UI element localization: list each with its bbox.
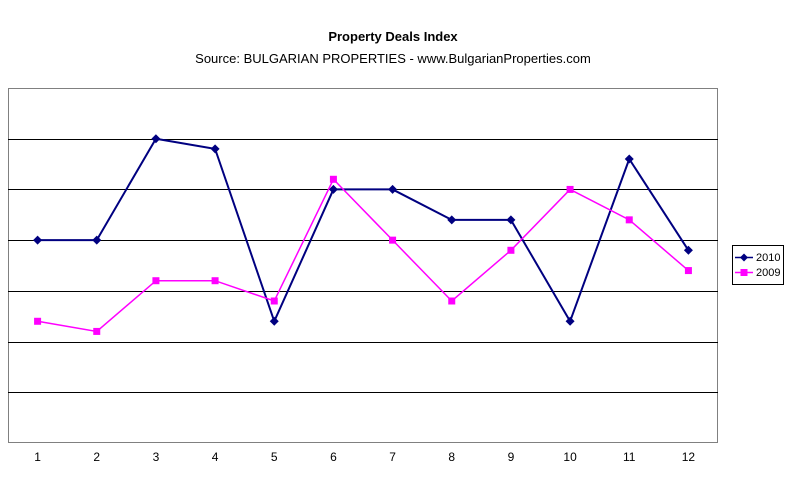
marker-square <box>625 216 633 224</box>
chart-title: Property Deals Index <box>328 29 458 44</box>
marker-diamond <box>447 215 457 225</box>
marker-diamond <box>683 245 693 255</box>
x-tick-label: 2 <box>93 450 100 464</box>
legend-label-2009: 2009 <box>756 266 781 279</box>
marker-square <box>389 236 397 244</box>
marker-square <box>684 267 692 275</box>
legend: 2010 2009 <box>732 245 784 285</box>
x-tick-label: 10 <box>563 450 577 464</box>
marker-diamond <box>388 184 398 194</box>
series-line-2009 <box>37 177 689 333</box>
marker-diamond <box>269 316 279 326</box>
marker-square <box>270 297 278 305</box>
marker-square <box>93 327 101 335</box>
marker-square <box>152 277 160 285</box>
marker-square <box>566 185 574 193</box>
legend-item-2009: 2009 <box>735 265 781 280</box>
marker-diamond <box>92 235 102 245</box>
marker-diamond <box>506 215 516 225</box>
x-tick-label: 5 <box>271 450 278 464</box>
x-tick-label: 12 <box>682 450 696 464</box>
x-tick-label: 7 <box>389 450 396 464</box>
marker-diamond <box>33 235 43 245</box>
x-tick-label: 3 <box>153 450 160 464</box>
x-tick-label: 6 <box>330 450 337 464</box>
marker-square <box>34 317 42 325</box>
x-tick-label: 1 <box>34 450 41 464</box>
legend-swatch-diamond-icon <box>735 253 753 262</box>
plot-area <box>8 88 718 443</box>
marker-diamond <box>328 184 338 194</box>
x-tick-label: 4 <box>212 450 219 464</box>
marker-diamond <box>565 316 575 326</box>
marker-diamond <box>210 144 220 154</box>
series-line-2010 <box>37 137 690 325</box>
marker-diamond <box>624 154 634 164</box>
x-tick-label: 11 <box>623 450 636 464</box>
marker-square <box>329 175 337 183</box>
marker-square <box>507 246 515 254</box>
legend-label-2010: 2010 <box>756 251 781 264</box>
x-tick-label: 8 <box>448 450 455 464</box>
legend-item-2010: 2010 <box>735 250 781 265</box>
marker-diamond <box>151 134 161 144</box>
x-tick-label: 9 <box>508 450 515 464</box>
marker-square <box>448 297 456 305</box>
chart-subtitle: Source: BULGARIAN PROPERTIES - www.Bulga… <box>195 51 591 66</box>
legend-swatch-square-icon <box>735 268 753 277</box>
marker-square <box>211 277 219 285</box>
